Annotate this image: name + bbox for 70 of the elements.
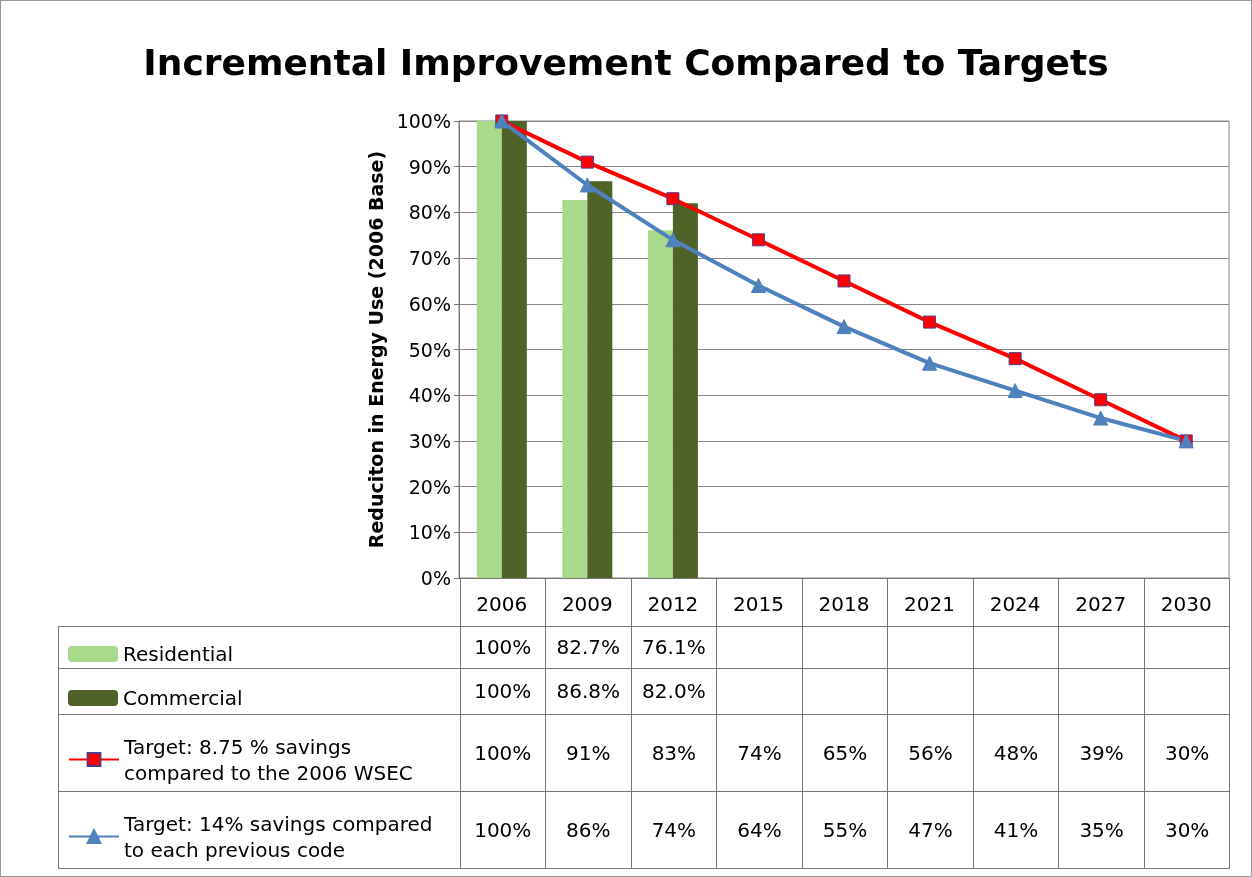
data-label: 76.1%: [631, 626, 717, 668]
x-tick-label: 2006: [476, 592, 528, 616]
point: [579, 177, 595, 193]
y-tick-label: 20%: [408, 475, 451, 498]
data-label: 48%: [973, 714, 1059, 791]
data-label: 55%: [802, 791, 888, 868]
legend-label: Residential: [123, 642, 234, 666]
data-label: 86%: [545, 791, 632, 868]
point: [1007, 383, 1023, 399]
x-tick-label: 2027: [1075, 592, 1127, 616]
data-label: 41%: [973, 791, 1059, 868]
x-tick-label: 2024: [989, 592, 1041, 616]
bar: [647, 230, 673, 578]
point: [580, 155, 594, 169]
x-tick-label: 2030: [1160, 592, 1212, 616]
y-tick-label: 80%: [408, 201, 451, 224]
data-label: 86.8%: [545, 668, 632, 714]
data-label: 100%: [460, 791, 546, 868]
data-label: 100%: [460, 668, 546, 714]
x-tick-label: 2021: [904, 592, 956, 616]
point: [665, 232, 681, 248]
y-tick-label: 40%: [408, 384, 451, 407]
bar: [672, 203, 698, 578]
point: [751, 233, 765, 247]
y-tick-label: 50%: [408, 338, 451, 361]
point: [837, 274, 851, 288]
y-tick-label: 90%: [408, 155, 451, 178]
point: [1093, 410, 1109, 426]
y-tick-label: 60%: [408, 292, 451, 315]
data-label: 64%: [716, 791, 803, 868]
data-label: 100%: [460, 626, 546, 668]
legend-label: Commercial: [123, 686, 243, 710]
x-tick-label: 2018: [818, 592, 870, 616]
bar: [501, 121, 527, 578]
data-label: 35%: [1058, 791, 1145, 868]
point: [750, 278, 766, 294]
legend-label: Target: 8.75 % savings compared to the 2006 WSEC: [123, 734, 413, 785]
y-tick-label: 0%: [420, 567, 451, 589]
y-tick-label: 30%: [408, 429, 451, 452]
bar: [476, 121, 502, 578]
point: [836, 319, 852, 335]
x-tick-label: 2009: [561, 592, 613, 616]
data-label: 91%: [545, 714, 632, 791]
data-label: 74%: [631, 791, 717, 868]
point: [923, 315, 937, 329]
data-label: 82.7%: [545, 626, 632, 668]
data-label: 30%: [1144, 714, 1230, 791]
data-label: 74%: [716, 714, 803, 791]
y-tick-label: 100%: [396, 110, 451, 132]
bar: [562, 200, 588, 578]
chart-title: Incremental Improvement Compared to Targets: [143, 41, 1109, 83]
data-label: 39%: [1058, 714, 1145, 791]
point: [922, 355, 938, 371]
point: [666, 192, 680, 206]
data-label: 56%: [887, 714, 974, 791]
y-tick-label: 70%: [408, 247, 451, 270]
x-tick-label: 2015: [732, 592, 784, 616]
y-tick-label: 10%: [408, 521, 451, 544]
data-label: 47%: [887, 791, 974, 868]
data-label: 100%: [460, 714, 546, 791]
x-tick-label: 2012: [647, 592, 699, 616]
data-label: 30%: [1144, 791, 1230, 868]
legend-label: Target: 14% savings compared to each previous code: [123, 811, 439, 862]
y-axis-title: Reduciton in Energy Use (2006 Base): [365, 150, 388, 549]
data-label: 83%: [631, 714, 717, 791]
data-label: 82.0%: [631, 668, 717, 714]
data-label: 65%: [802, 714, 888, 791]
point: [1094, 393, 1108, 407]
bar: [587, 181, 613, 578]
point: [1008, 352, 1022, 366]
